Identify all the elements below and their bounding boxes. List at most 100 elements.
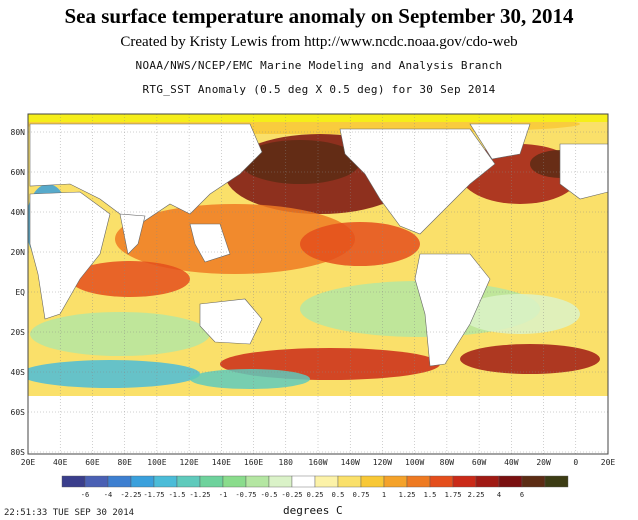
legend-units: degrees C <box>283 504 343 517</box>
legend-tick-label: -2.25 <box>120 491 141 499</box>
graticule <box>28 114 608 454</box>
land-masses <box>29 123 608 367</box>
longitude-label: 0 <box>573 458 578 467</box>
organization-line: NOAA/NWS/NCEP/EMC Marine Modeling and An… <box>135 59 503 72</box>
legend-tick-label: -4 <box>104 491 112 499</box>
longitude-label: 180 <box>279 458 294 467</box>
legend-tick-label: 0.5 <box>332 491 345 499</box>
legend-color-box <box>521 475 546 488</box>
continent-north-america <box>339 128 496 235</box>
continent-india <box>119 213 146 255</box>
page-title: Sea surface temperature anomaly on Septe… <box>64 4 574 28</box>
legend-color-box <box>199 475 224 488</box>
longitude-label: 20W <box>536 458 551 467</box>
credit-line: Created by Kristy Lewis from http://www.… <box>120 34 518 50</box>
continent-south-america <box>414 253 491 367</box>
legend-color-box <box>406 475 431 488</box>
longitude-label: 60W <box>472 458 487 467</box>
longitude-label: 160E <box>244 458 263 467</box>
longitude-label: 140W <box>341 458 360 467</box>
legend-tick-label: 6 <box>520 491 524 499</box>
map-frame <box>27 113 609 455</box>
southern-ocean-cool-2 <box>190 369 310 389</box>
longitude-label: 160W <box>308 458 327 467</box>
continent-eurasia <box>29 123 263 225</box>
continent-greenland <box>469 123 531 160</box>
legend-tick-label: 4 <box>497 491 501 499</box>
legend-color-box <box>222 475 247 488</box>
legend-tick-label: 1.25 <box>399 491 416 499</box>
legend-color-box <box>544 475 569 488</box>
north-pacific-core <box>240 140 360 184</box>
longitude-labels: 20E 40E 60E 80E 100E 120E 140E 160E 180 160W 140W 1… <box>21 458 616 467</box>
legend-tick-label: -1.75 <box>143 491 164 499</box>
continent-africa <box>29 191 111 320</box>
latitude-label: 60N <box>11 168 26 177</box>
latitude-labels: 80N 60N 40N 20N EQ 20S 40S 60S 80S <box>11 128 26 457</box>
legend-color-boxes <box>61 475 569 488</box>
longitude-label: 100E <box>147 458 166 467</box>
sst-anomaly-map: 80N 60N 40N 20N EQ 20S 40S 60S 80S 20E 40E 60E 80E 1… <box>11 113 616 467</box>
color-legend: -6 -4 -2.25 -1.75 -1.5 -1.25 -1 -0.75 -0.5 -0.25 0… <box>61 475 569 499</box>
south-atlantic-warm <box>460 344 600 374</box>
legend-color-box <box>268 475 293 488</box>
continent-southeast-asia <box>189 223 231 263</box>
south-atlantic-cool <box>460 294 580 334</box>
legend-tick-label: -1.5 <box>169 491 186 499</box>
latitude-label: 20N <box>11 248 26 257</box>
legend-tick-label: 1 <box>382 491 386 499</box>
latitude-label: 40S <box>11 368 26 377</box>
latitude-label: 80N <box>11 128 26 137</box>
longitude-label: 140E <box>212 458 231 467</box>
legend-tick-label: -1 <box>219 491 227 499</box>
legend-tick-label: -0.25 <box>281 491 302 499</box>
longitude-label: 80E <box>117 458 132 467</box>
legend-color-box <box>360 475 385 488</box>
legend-color-box <box>314 475 339 488</box>
continent-australia <box>199 298 263 345</box>
legend-tick-label: -0.75 <box>235 491 256 499</box>
legend-color-box <box>429 475 454 488</box>
latitude-label: EQ <box>15 288 25 297</box>
legend-color-box <box>84 475 109 488</box>
latitude-label: 80S <box>11 448 26 457</box>
longitude-label: 20E <box>21 458 36 467</box>
legend-color-box <box>337 475 362 488</box>
legend-color-box <box>498 475 523 488</box>
antarctica-region <box>28 396 608 454</box>
legend-color-box <box>291 475 316 488</box>
longitude-label: 100W <box>405 458 424 467</box>
legend-tick-label: 1.75 <box>445 491 462 499</box>
southern-ocean-cool <box>28 360 200 388</box>
legend-color-box <box>383 475 408 488</box>
legend-color-box <box>61 475 86 488</box>
continent-europe-west <box>559 143 608 200</box>
tropical-pacific-warm <box>115 204 355 274</box>
legend-tick-label: 1.5 <box>424 491 437 499</box>
longitude-label: 80W <box>440 458 455 467</box>
latitude-label: 40N <box>11 208 26 217</box>
legend-tick-label: 2.25 <box>468 491 485 499</box>
product-line: RTG_SST Anomaly (0.5 deg X 0.5 deg) for … <box>142 83 496 96</box>
legend-tick-label: -1.25 <box>189 491 210 499</box>
timestamp: 22:51:33 TUE SEP 30 2014 <box>4 508 135 518</box>
legend-tick-label: 0.75 <box>353 491 370 499</box>
legend-color-box <box>475 475 500 488</box>
longitude-label: 120W <box>373 458 392 467</box>
longitude-label: 60E <box>85 458 100 467</box>
east-pacific-warm <box>300 222 420 266</box>
legend-color-box <box>176 475 201 488</box>
latitude-label: 20S <box>11 328 26 337</box>
longitude-label: 20E <box>601 458 616 467</box>
legend-tick-label: -0.5 <box>261 491 278 499</box>
legend-tick-label: -6 <box>81 491 89 499</box>
south-indian-cool <box>30 312 210 356</box>
indian-ocean-warm <box>70 261 190 297</box>
legend-color-box <box>107 475 132 488</box>
longitude-label: 120E <box>179 458 198 467</box>
latitude-label: 60S <box>11 408 26 417</box>
legend-color-box <box>452 475 477 488</box>
longitude-label: 40E <box>53 458 68 467</box>
legend-tick-labels: -6 -4 -2.25 -1.75 -1.5 -1.25 -1 -0.75 -0.5 -0.25 0… <box>81 491 524 499</box>
legend-color-box <box>153 475 178 488</box>
